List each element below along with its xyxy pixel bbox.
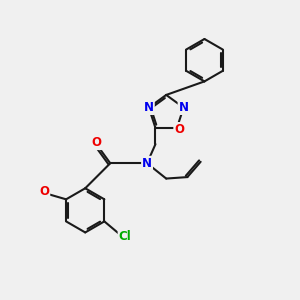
Text: N: N (178, 101, 189, 114)
Text: N: N (144, 101, 154, 114)
Text: Cl: Cl (118, 230, 131, 243)
Text: O: O (174, 123, 184, 136)
Text: O: O (92, 136, 101, 149)
Text: N: N (142, 157, 152, 170)
Text: O: O (39, 185, 49, 198)
